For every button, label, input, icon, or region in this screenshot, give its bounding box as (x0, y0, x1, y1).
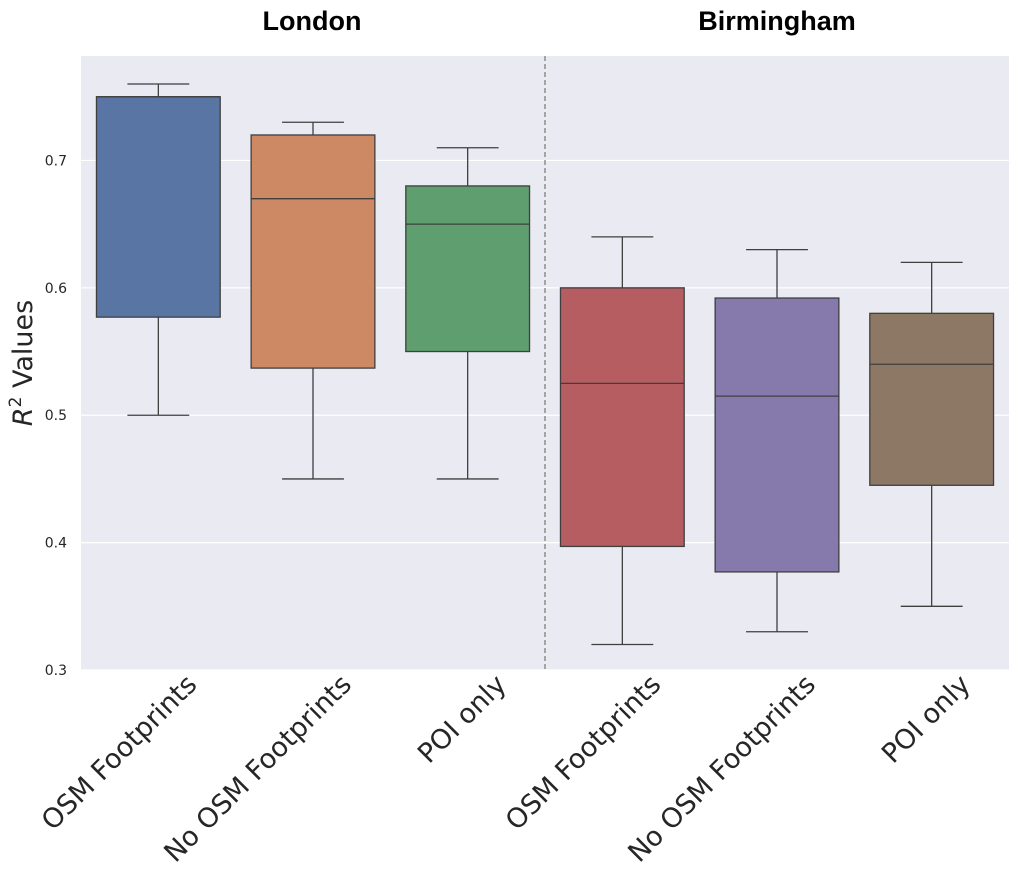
box-iqr (559, 287, 685, 548)
grid-lines (81, 159, 1009, 671)
box-5 (714, 248, 840, 633)
boxes (95, 83, 995, 646)
y-tick-label: 0.6 (45, 281, 67, 297)
box-iqr (714, 297, 840, 573)
y-tick-label: 0.5 (45, 408, 67, 424)
x-tick-label: OSM Footprints (36, 669, 204, 837)
box-iqr (250, 134, 376, 369)
x-tick-label: POI only (412, 669, 513, 770)
y-axis-label: R2 Values (6, 300, 39, 426)
x-tick-label: POI only (876, 669, 977, 770)
box-3 (405, 147, 531, 480)
box-iqr (95, 96, 221, 318)
box-iqr (405, 185, 531, 353)
group-title-london: London (263, 6, 362, 36)
box-4 (559, 236, 685, 646)
group-title-birmingham: Birmingham (698, 6, 856, 36)
y-axis-label-sup: 2 (6, 397, 26, 408)
y-axis-label-base: R (8, 407, 39, 426)
y-axis-ticks: 0.3 0.4 0.5 0.6 0.7 (45, 153, 67, 679)
y-tick-label: 0.4 (45, 536, 67, 552)
box-1 (95, 83, 221, 416)
box-6 (869, 261, 995, 607)
x-tick-label: OSM Footprints (500, 669, 668, 837)
box-2 (250, 121, 376, 480)
y-tick-label: 0.7 (45, 153, 67, 169)
box-iqr (869, 312, 995, 486)
y-tick-label: 0.3 (45, 663, 67, 679)
y-axis-label-rest: Values (8, 300, 39, 397)
